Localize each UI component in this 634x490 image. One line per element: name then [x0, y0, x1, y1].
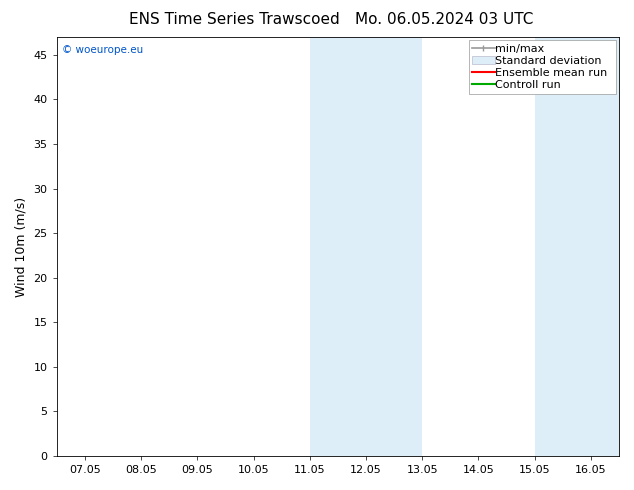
Text: Mo. 06.05.2024 03 UTC: Mo. 06.05.2024 03 UTC	[354, 12, 533, 27]
Text: ENS Time Series Trawscoed: ENS Time Series Trawscoed	[129, 12, 340, 27]
Y-axis label: Wind 10m (m/s): Wind 10m (m/s)	[15, 196, 28, 296]
Legend: min/max, Standard deviation, Ensemble mean run, Controll run: min/max, Standard deviation, Ensemble me…	[469, 40, 616, 94]
Text: © woeurope.eu: © woeurope.eu	[62, 46, 143, 55]
Bar	[310, 37, 422, 456]
Bar	[534, 37, 628, 456]
